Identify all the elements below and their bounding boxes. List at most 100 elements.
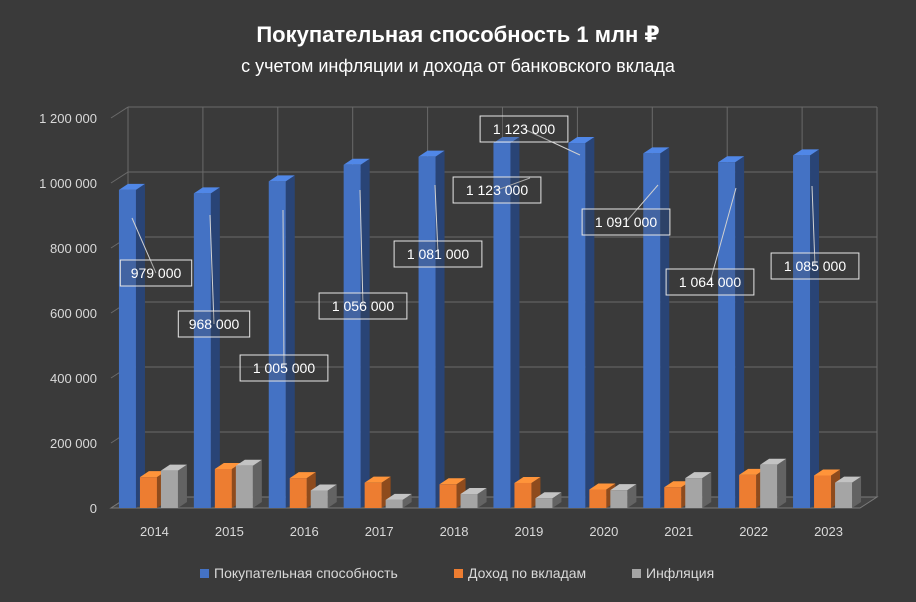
bar bbox=[493, 137, 520, 508]
bar bbox=[718, 156, 745, 508]
bar bbox=[514, 476, 541, 508]
x-tick-label: 2018 bbox=[440, 524, 469, 539]
bar-top bbox=[268, 175, 295, 182]
bar-side bbox=[552, 492, 562, 508]
bar-top bbox=[568, 137, 595, 144]
bar-side bbox=[477, 488, 487, 508]
bar-top bbox=[310, 484, 337, 491]
bar-side bbox=[627, 484, 637, 508]
bar-top bbox=[214, 463, 241, 469]
bar-front bbox=[739, 474, 757, 508]
bar-top bbox=[610, 484, 637, 491]
x-tick-label: 2022 bbox=[739, 524, 768, 539]
bar-front bbox=[139, 477, 157, 508]
bar-top bbox=[643, 147, 670, 154]
data-label-leader bbox=[434, 184, 439, 255]
data-label-box bbox=[479, 115, 569, 143]
bar-front bbox=[760, 464, 778, 508]
data-label: 1 123 000 bbox=[493, 121, 555, 137]
bar-front bbox=[718, 162, 736, 508]
y-tick-label: 0 bbox=[90, 501, 97, 516]
bar-front bbox=[643, 153, 661, 509]
bar bbox=[568, 137, 595, 508]
data-labels: 979 000 968 000 1 005 000 1 056 000 1 081 00… bbox=[119, 115, 860, 382]
bar-top bbox=[160, 464, 187, 471]
bar bbox=[268, 175, 295, 508]
bar bbox=[760, 458, 787, 508]
data-label-leader bbox=[209, 214, 215, 325]
bar-side bbox=[252, 459, 262, 508]
bar-top bbox=[589, 483, 616, 490]
bar-top bbox=[718, 156, 745, 163]
data-label: 979 000 bbox=[131, 265, 182, 281]
bar-side bbox=[327, 484, 337, 508]
bar bbox=[793, 149, 820, 508]
bar-side bbox=[735, 156, 745, 508]
bar-side bbox=[135, 183, 145, 508]
x-tick-label: 2019 bbox=[514, 524, 543, 539]
bar-side bbox=[810, 149, 820, 508]
data-label-leader bbox=[625, 184, 659, 223]
bar-side bbox=[702, 472, 712, 508]
bar-top bbox=[814, 469, 841, 476]
data-label: 1 005 000 bbox=[253, 360, 315, 376]
bar-top bbox=[460, 488, 487, 495]
data-label-box bbox=[452, 176, 542, 204]
bar bbox=[685, 472, 712, 508]
data-label: 1 081 000 bbox=[407, 246, 469, 262]
data-label: 1 064 000 bbox=[679, 274, 741, 290]
bar bbox=[460, 488, 487, 508]
bar-front bbox=[685, 478, 703, 508]
bar bbox=[193, 187, 220, 508]
data-label-leader bbox=[709, 187, 737, 283]
bar-front bbox=[364, 482, 382, 508]
bar-top bbox=[685, 472, 712, 479]
data-label: 1 123 000 bbox=[466, 182, 528, 198]
bar-side bbox=[660, 147, 670, 509]
data-label-box bbox=[318, 292, 408, 320]
bar-side bbox=[360, 158, 370, 509]
bar-side bbox=[177, 464, 187, 508]
x-tick-label: 2017 bbox=[365, 524, 394, 539]
y-tick-label: 800 000 bbox=[50, 241, 97, 256]
bar-front bbox=[814, 475, 832, 508]
bar-front bbox=[343, 164, 361, 509]
bar-top bbox=[364, 476, 391, 483]
bar bbox=[835, 476, 862, 508]
data-label-leader bbox=[282, 209, 285, 369]
bar-front bbox=[835, 482, 853, 508]
bar-front bbox=[214, 469, 232, 508]
bar-front bbox=[493, 143, 511, 508]
axes: 0 200 000 400 000 600 000 800 000 1 000 000 1 … bbox=[39, 111, 843, 539]
bar-front bbox=[310, 490, 328, 508]
bar-front bbox=[589, 489, 607, 508]
bar-top bbox=[760, 458, 787, 465]
bar-front bbox=[160, 470, 178, 508]
bar-top bbox=[193, 187, 220, 194]
bar-top bbox=[514, 476, 541, 483]
bar bbox=[310, 484, 337, 508]
legend-label: Инфляция bbox=[646, 565, 714, 581]
bar-side bbox=[510, 137, 520, 508]
y-tick-label: 1 200 000 bbox=[39, 111, 97, 126]
data-label-leader bbox=[131, 217, 157, 274]
x-tick-label: 2023 bbox=[814, 524, 843, 539]
bar bbox=[343, 158, 370, 509]
bar-side bbox=[285, 175, 295, 508]
bar-top bbox=[535, 492, 562, 499]
legend-label: Доход по вкладам bbox=[468, 565, 586, 581]
legend-swatch bbox=[632, 569, 641, 578]
data-label-leader bbox=[359, 189, 364, 307]
x-tick-label: 2020 bbox=[589, 524, 618, 539]
bar bbox=[643, 147, 670, 509]
bar-side bbox=[852, 476, 862, 508]
data-label-box bbox=[119, 259, 193, 287]
bar-top bbox=[793, 149, 820, 156]
bar bbox=[160, 464, 187, 508]
legend-swatch bbox=[200, 569, 209, 578]
bar-top bbox=[235, 459, 262, 466]
bar-side bbox=[435, 150, 445, 509]
bar-top bbox=[118, 183, 145, 190]
bar bbox=[535, 492, 562, 508]
